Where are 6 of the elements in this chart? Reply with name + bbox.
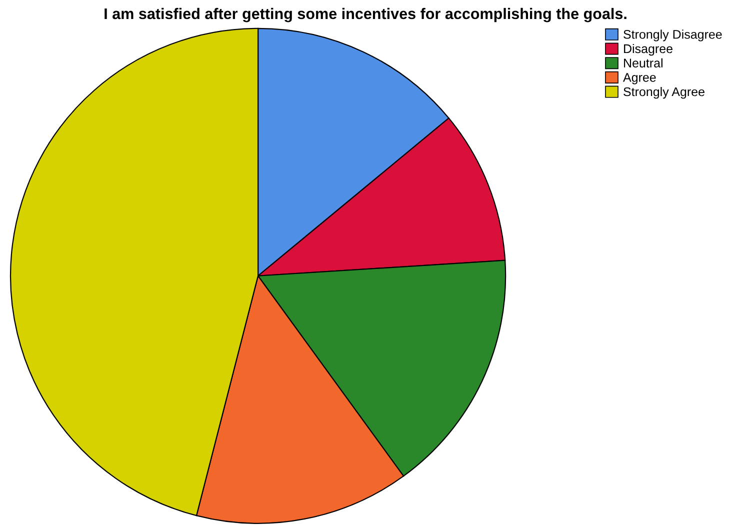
- legend-label: Strongly Disagree: [624, 30, 722, 42]
- legend-label: Neutral: [624, 58, 662, 68]
- chart-title: I am satisfied after getting some incentives for accomplishing the goals.: [104, 8, 626, 22]
- legend-label: Agree: [623, 73, 656, 84]
- legend-label: Strongly Agree: [624, 86, 704, 99]
- legend-label: Disagree: [624, 44, 672, 56]
